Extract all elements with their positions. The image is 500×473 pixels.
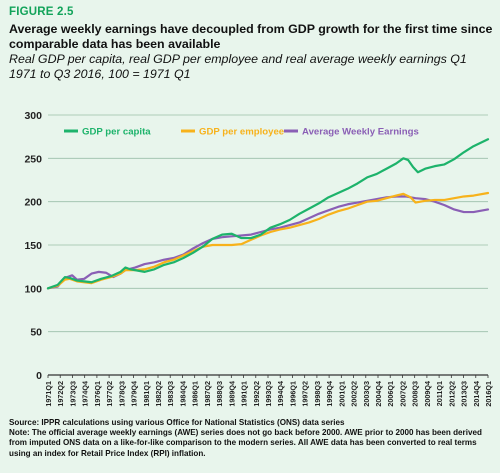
x-tick-label: 1978Q3 (117, 381, 126, 407)
x-tick-label: 1979Q4 (130, 381, 139, 407)
x-tick-label: 1971Q1 (44, 381, 53, 407)
y-tick-label: 0 (36, 370, 42, 382)
x-tick-label: 1999Q4 (325, 381, 334, 407)
x-tick-label: 1984Q4 (178, 381, 187, 407)
x-tick-label: 2008Q3 (411, 381, 420, 407)
x-tick-label: 1996Q1 (288, 381, 297, 407)
x-tick-label: 1972Q2 (56, 381, 65, 407)
x-tick-label: 1991Q1 (240, 381, 249, 407)
figure-label: FIGURE 2.5 (9, 6, 74, 18)
chart-header: FIGURE 2.5 Average weekly earnings have … (9, 6, 493, 82)
x-tick-label: 2012Q2 (447, 381, 456, 407)
y-tick-label: 300 (24, 110, 42, 122)
x-tick-label: 1983Q3 (166, 381, 175, 407)
x-tick-label: 2001Q1 (337, 381, 346, 407)
x-tick-label: 1987Q2 (203, 381, 212, 407)
grid-lines (48, 114, 488, 376)
x-tick-label: 2002Q2 (350, 381, 359, 407)
chart-subtitle: Real GDP per capita, real GDP per employ… (9, 52, 467, 81)
x-tick-label: 1977Q2 (105, 381, 114, 407)
y-tick-label: 200 (24, 197, 42, 209)
legend: GDP per capita GDP per employee Average We… (64, 127, 419, 138)
y-tick-label: 150 (24, 240, 42, 252)
x-axis-ticks: 1971Q1 1972Q2 1973Q3 1974Q4 1976Q1 1977Q2 1978… (44, 375, 493, 407)
x-tick-label: 2003Q3 (362, 381, 371, 407)
x-tick-label: 1988Q3 (215, 381, 224, 407)
x-tick-label: 1976Q1 (93, 381, 102, 407)
x-tick-label: 1998Q3 (313, 381, 322, 407)
x-tick-label: 1982Q2 (154, 381, 163, 407)
y-tick-label: 250 (24, 153, 42, 165)
x-tick-label: 2006Q1 (386, 381, 395, 407)
legend-label: GDP per capita (82, 127, 151, 138)
footnote: Note: The official average weekly earnin… (9, 428, 482, 458)
x-tick-label: 1989Q4 (227, 381, 236, 407)
y-axis-ticks: 0 50 100 150 200 250 300 (24, 110, 42, 382)
chart-footer: Source: IPPR calculations using various … (9, 418, 495, 459)
x-tick-label: 1992Q2 (252, 381, 261, 407)
x-tick-label: 1993Q3 (264, 381, 273, 407)
series-lines (46, 138, 490, 290)
x-tick-label: 2013Q3 (460, 381, 469, 407)
x-tick-label: 2004Q4 (374, 381, 383, 407)
series-line-awe (46, 195, 490, 290)
x-tick-label: 2014Q4 (472, 381, 481, 407)
legend-label: GDP per employee (199, 127, 284, 138)
legend-label: Average Weekly Earnings (302, 127, 419, 138)
x-tick-label: 2016Q1 (484, 381, 493, 407)
x-tick-label: 2009Q4 (423, 381, 432, 407)
x-tick-label: 1973Q3 (68, 381, 77, 407)
chart-title: Average weekly earnings have decoupled f… (9, 22, 493, 51)
series-line-gdp-per-capita (46, 138, 490, 290)
source-note: Source: IPPR calculations using various … (9, 418, 345, 427)
x-tick-label: 1997Q2 (301, 381, 310, 407)
x-tick-label: 1986Q1 (191, 381, 200, 407)
y-tick-label: 100 (24, 283, 42, 295)
y-tick-label: 50 (30, 327, 42, 339)
x-tick-label: 2011Q1 (435, 381, 444, 406)
x-tick-label: 1974Q4 (81, 381, 90, 407)
x-tick-label: 1981Q1 (142, 381, 151, 407)
x-tick-label: 2007Q2 (398, 381, 407, 407)
x-tick-label: 1994Q4 (276, 381, 285, 407)
